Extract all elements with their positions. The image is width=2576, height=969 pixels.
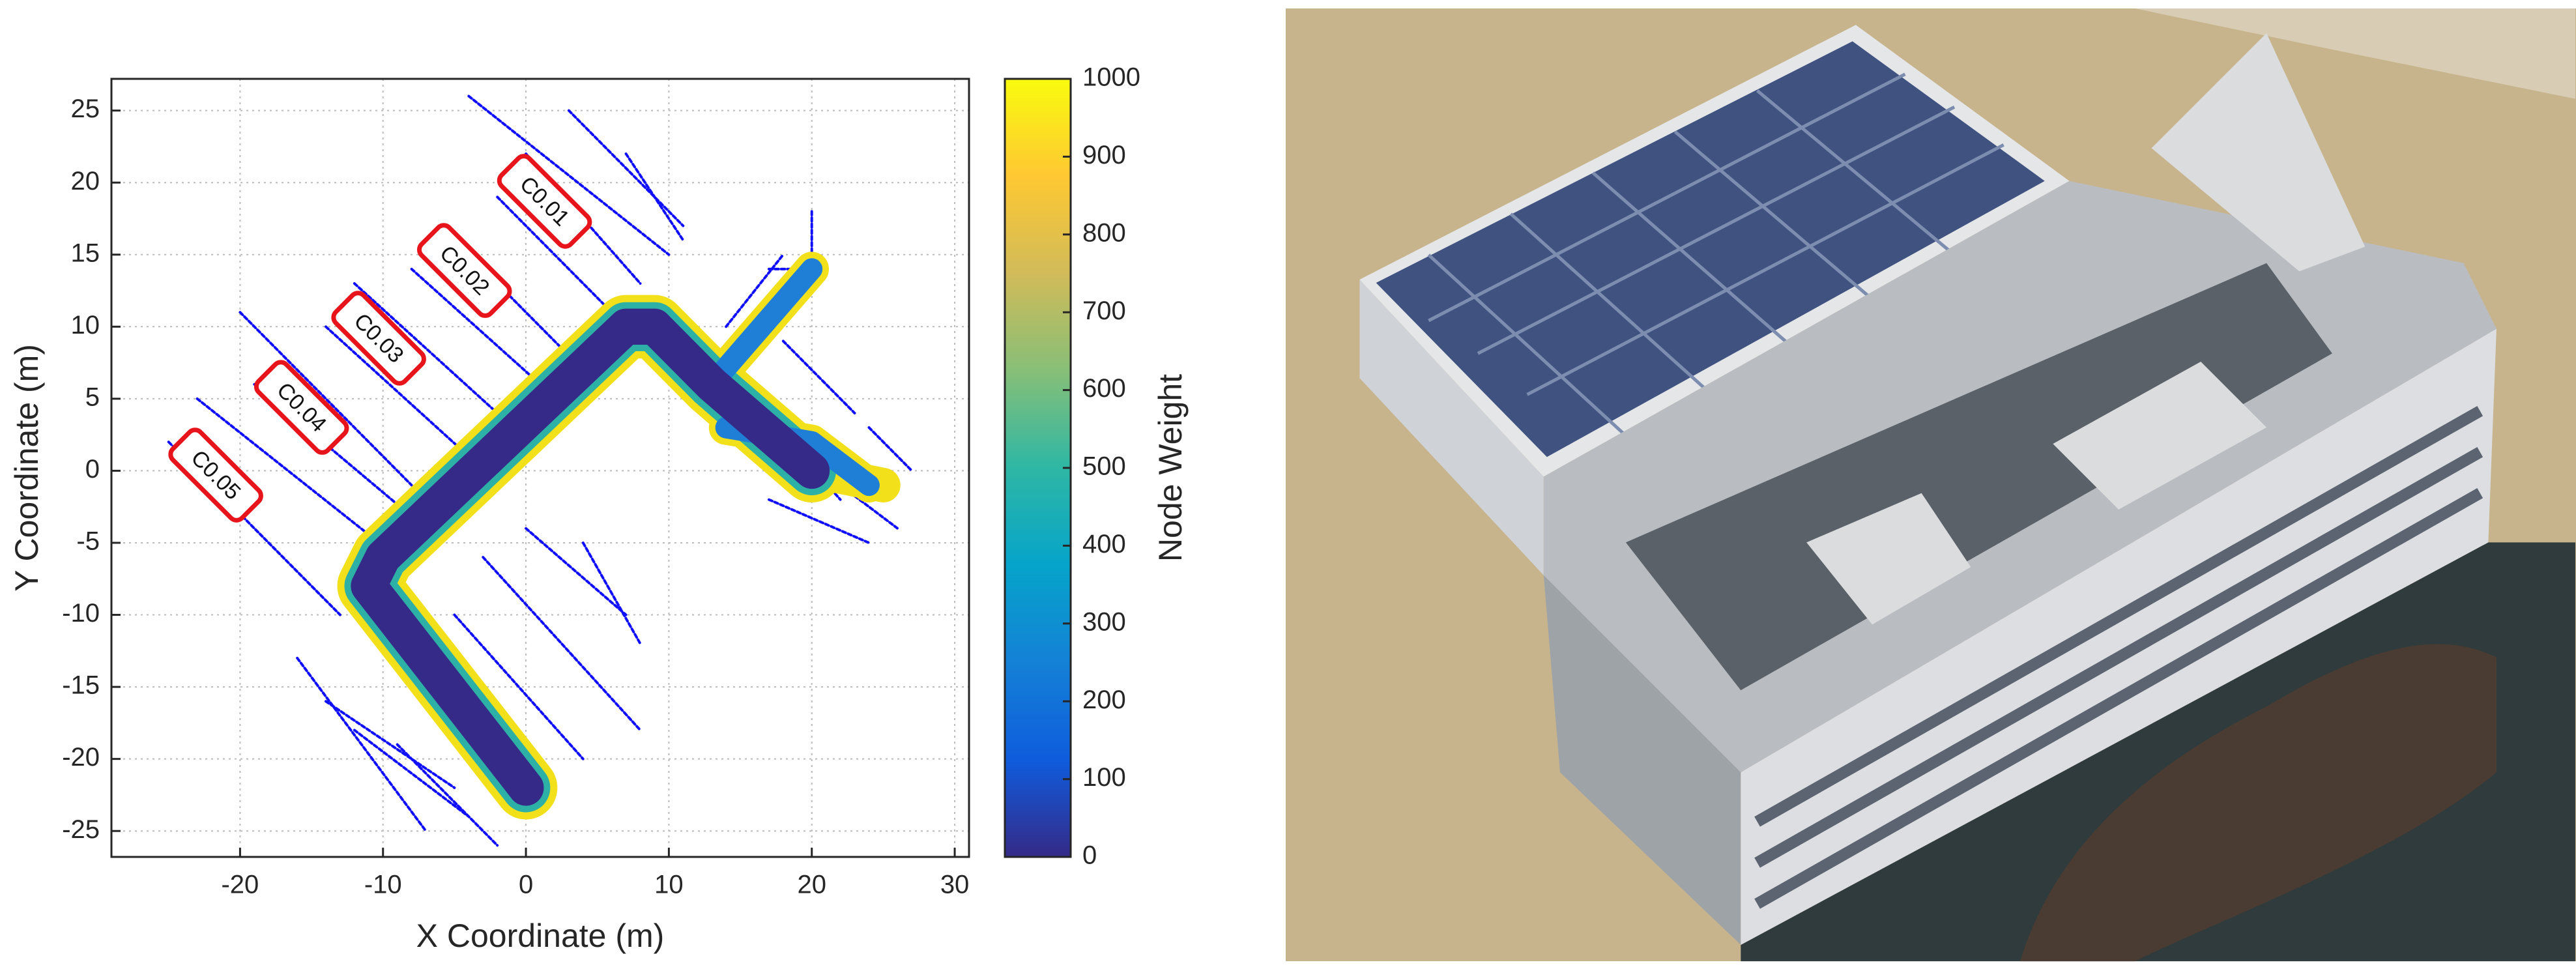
x-tick-label: -10: [364, 871, 402, 899]
colorbar-tick-label: 200: [1082, 686, 1126, 714]
colorbar-tick-label: 800: [1082, 218, 1126, 247]
ground-light: [1286, 8, 2575, 99]
trees: [2019, 644, 2496, 962]
wall-left: [1359, 279, 1544, 575]
y-tick-label: -25: [62, 815, 100, 844]
annotation-box: [253, 360, 349, 455]
colorbar-label: Node Weight: [1152, 374, 1189, 562]
photo-scene: [1286, 8, 2575, 962]
y-tick-label: -5: [76, 527, 100, 556]
corridor: [337, 252, 901, 820]
annotation: C0.05: [168, 427, 263, 523]
y-tick-label: 25: [71, 94, 100, 123]
x-tick-label: 0: [519, 871, 533, 899]
y-tick-label: 5: [85, 383, 100, 411]
aerial-photo: [1286, 8, 2576, 962]
x-tick-label: -20: [221, 871, 259, 899]
annotation: C0.04: [253, 360, 349, 455]
colorbar-tick-label: 300: [1082, 607, 1126, 636]
y-tick-label: -20: [62, 743, 100, 772]
y-tick-label: 10: [71, 311, 100, 340]
annotation-box: [168, 427, 263, 523]
y-tick-label: -10: [62, 599, 100, 628]
y-axis-label: Y Coordinate (m): [8, 344, 45, 592]
colorbar-tick-label: 1000: [1082, 63, 1140, 92]
lower-walls: [296, 527, 642, 847]
y-tick-label: -15: [62, 671, 100, 700]
shadow: [1741, 542, 2575, 962]
colorbar: 0 100 200 300 400 500 600 700 800 900 1000: [1004, 63, 1140, 870]
roof-units: [1806, 33, 2366, 625]
colorbar-tick-label: 900: [1082, 141, 1126, 169]
colorbar-tick-label: 100: [1082, 763, 1126, 792]
y-tick-label: 0: [85, 455, 100, 484]
wall-side: [1543, 575, 1741, 945]
x-tick-label: 10: [654, 871, 684, 899]
x-tick-label: 30: [940, 871, 970, 899]
colorbar-tick-label: 600: [1082, 374, 1126, 403]
x-axis-label: X Coordinate (m): [416, 918, 665, 954]
ticks: -20 -10 0 10 20 30 -25 -20 -15 -10 -5 0 5 10 15 20 25: [62, 94, 969, 899]
y-tick-label: 15: [71, 239, 100, 267]
colorbar-tick-label: 0: [1082, 841, 1097, 870]
axes-box: [110, 78, 970, 858]
y-tick-label: 20: [71, 167, 100, 195]
window-bands: [1754, 405, 2483, 909]
colorbar-tick-label: 700: [1082, 296, 1126, 325]
wall-front: [1741, 328, 2496, 945]
annotation-box: [416, 223, 512, 318]
roof-equipment: [1625, 263, 2332, 691]
solar-grid: [1427, 72, 2004, 437]
colorbar-scale: [1004, 78, 1072, 858]
annotation-box: [331, 291, 426, 386]
corridor-core: [351, 308, 830, 806]
colorbar-tick-label: 500: [1082, 452, 1126, 481]
x-tick-label: 20: [797, 871, 826, 899]
annotation-box: [497, 154, 592, 249]
colorbar-tick-label: 400: [1082, 530, 1126, 558]
